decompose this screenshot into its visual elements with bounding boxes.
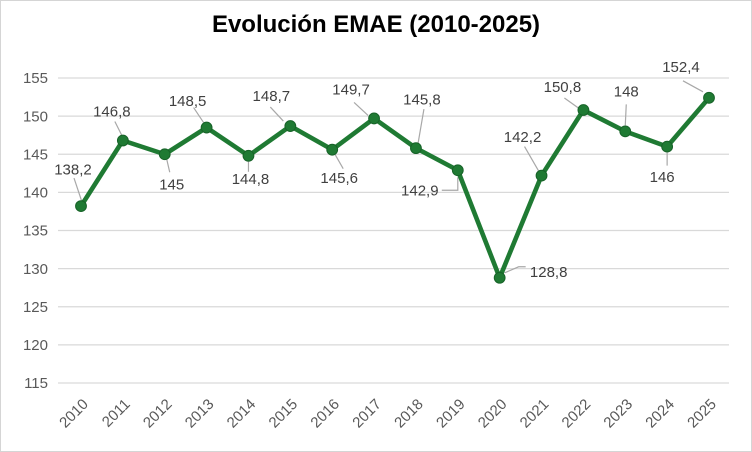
data-point-label: 146,8 bbox=[93, 104, 131, 121]
data-point-marker bbox=[451, 164, 464, 177]
label-leader-line bbox=[193, 107, 205, 123]
data-point-marker bbox=[535, 169, 548, 182]
data-point-label: 150,8 bbox=[544, 79, 582, 96]
y-axis-tick-label: 145 bbox=[23, 146, 48, 163]
label-leader-line bbox=[417, 109, 425, 145]
x-axis-tick-label: 2013 bbox=[182, 396, 218, 432]
data-point-marker bbox=[493, 271, 506, 284]
label-leader-line bbox=[334, 154, 344, 169]
data-point-marker bbox=[619, 125, 632, 138]
data-point-label: 142,9 bbox=[401, 182, 439, 199]
label-leader-line bbox=[624, 104, 627, 126]
y-axis-tick-label: 140 bbox=[23, 185, 48, 202]
data-point-marker bbox=[284, 120, 297, 132]
x-axis-tick-label: 2019 bbox=[433, 396, 469, 432]
data-point-marker bbox=[116, 134, 129, 147]
label-leader-line bbox=[73, 177, 83, 203]
x-axis-tick-label: 2018 bbox=[391, 396, 427, 432]
label-leader-line bbox=[441, 177, 459, 191]
x-axis-tick-label: 2012 bbox=[140, 396, 176, 432]
y-axis-tick-label: 125 bbox=[23, 299, 48, 316]
x-axis-tick-label: 2023 bbox=[600, 396, 636, 432]
data-point-label: 145,8 bbox=[403, 91, 441, 108]
series-line bbox=[78, 95, 712, 281]
data-point-label: 138,2 bbox=[54, 161, 92, 178]
label-leader-line bbox=[504, 266, 526, 274]
data-point-label: 145 bbox=[159, 176, 184, 193]
x-axis-tick-label: 2010 bbox=[56, 396, 92, 432]
data-point-label: 148,7 bbox=[253, 88, 291, 105]
x-axis-tick-label: 2015 bbox=[266, 396, 302, 432]
data-point-marker bbox=[368, 112, 380, 125]
y-axis-tick-label: 135 bbox=[23, 223, 48, 240]
label-leader-line bbox=[564, 97, 579, 109]
data-point-label: 146 bbox=[650, 169, 675, 186]
y-axis-tick-label: 115 bbox=[24, 375, 48, 392]
x-axis-tick-label: 2020 bbox=[475, 396, 511, 432]
label-leader-line bbox=[166, 159, 171, 173]
x-axis-tick-label: 2022 bbox=[559, 396, 595, 432]
data-point-marker bbox=[242, 149, 255, 162]
label-leader-line bbox=[524, 146, 541, 173]
data-point-label: 128,8 bbox=[530, 264, 568, 281]
data-point-label: 152,4 bbox=[662, 59, 700, 76]
x-axis-tick-label: 2021 bbox=[517, 396, 553, 432]
data-point-label: 149,7 bbox=[332, 82, 370, 99]
data-point-label: 142,2 bbox=[504, 129, 542, 146]
x-axis-tick-label: 2024 bbox=[642, 396, 678, 432]
data-point-marker bbox=[326, 143, 339, 156]
data-point-marker bbox=[75, 200, 87, 213]
x-axis-tick-label: 2011 bbox=[99, 396, 134, 431]
y-axis-tick-label: 150 bbox=[23, 108, 48, 125]
data-point-marker bbox=[661, 140, 674, 153]
label-leader-line bbox=[269, 106, 284, 122]
chart-title: Evolución EMAE (2010-2025) bbox=[211, 11, 541, 38]
y-axis-tick-label: 155 bbox=[23, 70, 48, 87]
label-leader-line bbox=[353, 101, 369, 116]
data-point-label: 144,8 bbox=[232, 171, 270, 188]
y-axis-tick-label: 130 bbox=[23, 261, 48, 278]
label-leader-line bbox=[682, 80, 704, 93]
x-axis-tick-label: 2014 bbox=[224, 396, 260, 432]
data-point-marker bbox=[158, 148, 171, 161]
data-point-marker bbox=[410, 142, 422, 155]
x-axis-tick-label: 2017 bbox=[349, 396, 385, 432]
x-axis-tick-label: 2025 bbox=[684, 396, 720, 432]
data-point-label: 148,5 bbox=[169, 93, 207, 110]
data-point-label: 145,6 bbox=[320, 170, 358, 187]
data-point-marker bbox=[577, 104, 590, 116]
y-axis-tick-label: 120 bbox=[23, 337, 48, 354]
data-point-marker bbox=[703, 91, 715, 104]
x-axis-tick-label: 2016 bbox=[307, 396, 343, 432]
data-point-marker bbox=[200, 121, 213, 134]
data-point-label: 148 bbox=[614, 84, 639, 101]
